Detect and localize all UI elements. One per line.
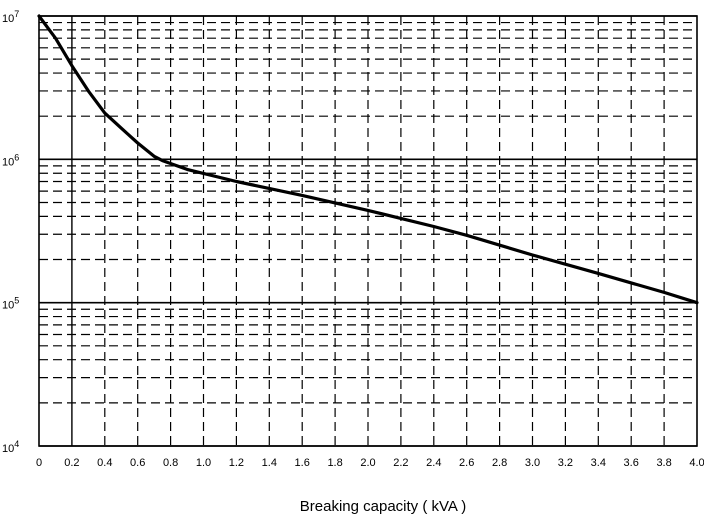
minor-grid: [39, 16, 697, 446]
x-tick-label: 1.4: [262, 457, 277, 469]
y-tick-label: 106: [2, 152, 19, 168]
plot-frame: [38, 15, 698, 447]
x-tick-label: 1.8: [327, 457, 342, 469]
y-tick-label: 107: [2, 9, 19, 25]
x-tick-label: 1.0: [196, 457, 211, 469]
series-line: [37, 14, 699, 305]
y-tick-label: 104: [2, 439, 19, 455]
x-tick-label: 2.0: [360, 457, 375, 469]
x-tick-label: 0.8: [163, 457, 178, 469]
x-axis-label: Breaking capacity ( kVA ): [300, 498, 466, 515]
major-grid: [38, 15, 698, 447]
x-tick-label: 3.2: [558, 457, 573, 469]
x-tick-label: 1.2: [229, 457, 244, 469]
x-tick-label: 4.0: [689, 457, 704, 469]
x-tick-label: 3.4: [591, 457, 606, 469]
x-tick-label: 3.8: [656, 457, 671, 469]
series-group: [37, 14, 699, 305]
x-tick-label: 2.6: [459, 457, 474, 469]
x-tick-label: 0: [36, 457, 42, 469]
x-tick-label: 2.8: [492, 457, 507, 469]
y-tick-labels: 104 105 106 107: [2, 9, 19, 455]
y-tick-label: 105: [2, 296, 19, 312]
x-tick-label: 0.6: [130, 457, 145, 469]
x-tick-label: 2.4: [426, 457, 441, 469]
x-tick-label: 3.6: [624, 457, 639, 469]
x-tick-label: 0.2: [64, 457, 79, 469]
x-tick-labels: 0 0.2 0.4 0.6 0.8 1.0 1.2 1.4 1.6 1.8 2.0 2.2 2.4 2.6…: [36, 457, 704, 469]
x-tick-label: 2.2: [393, 457, 408, 469]
x-tick-label: 1.6: [295, 457, 310, 469]
x-tick-label: 0.4: [97, 457, 112, 469]
x-tick-label: 3.0: [525, 457, 540, 469]
